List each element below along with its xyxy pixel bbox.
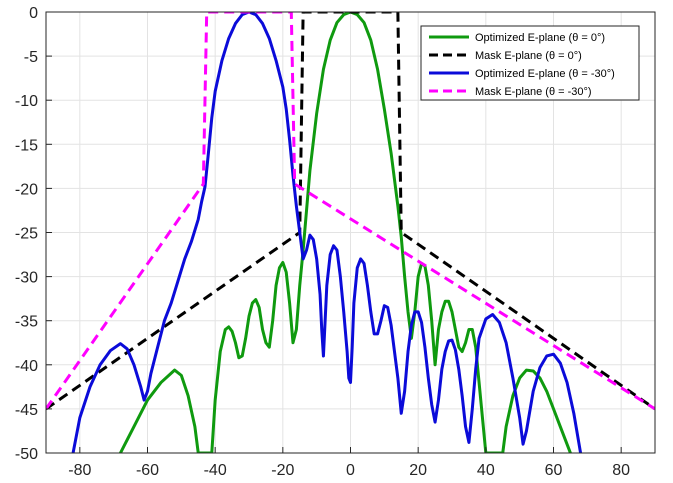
tick-marks bbox=[46, 11, 622, 454]
tick-labels: -80 -60 -40 -20 0 20 40 60 80 0 -5 -10 -15 -20 -25 -30 -… bbox=[15, 5, 630, 479]
series-line-3 bbox=[71, 12, 583, 453]
y-tick-label: -40 bbox=[15, 358, 38, 375]
x-tick-label: 40 bbox=[477, 462, 495, 479]
legend-label-3: Optimized E-plane (θ = -30°) bbox=[475, 68, 615, 80]
y-tick-label: -20 bbox=[15, 181, 38, 198]
x-tick-label: -80 bbox=[68, 462, 91, 479]
x-tick-label: -40 bbox=[204, 462, 227, 479]
x-tick-label: 60 bbox=[545, 462, 563, 479]
legend-label-2: Mask E-plane (θ = 0°) bbox=[475, 50, 582, 62]
x-tick-label: 80 bbox=[612, 462, 630, 479]
x-tick-label: 0 bbox=[346, 462, 355, 479]
y-tick-label: -50 bbox=[15, 446, 38, 463]
legend: Optimized E-plane (θ = 0°) Mask E-plane (… bbox=[420, 25, 640, 101]
series-line-2 bbox=[46, 12, 655, 411]
legend-label-4: Mask E-plane (θ = -30°) bbox=[475, 86, 592, 98]
y-tick-label: 0 bbox=[29, 5, 38, 22]
x-tick-label: -60 bbox=[136, 462, 159, 479]
y-tick-label: -45 bbox=[15, 402, 38, 419]
y-tick-label: -25 bbox=[15, 226, 38, 243]
y-tick-label: -5 bbox=[24, 49, 38, 66]
series-layer bbox=[46, 12, 655, 453]
y-tick-label: -35 bbox=[15, 314, 38, 331]
y-tick-label: -30 bbox=[15, 270, 38, 287]
x-tick-label: -20 bbox=[271, 462, 294, 479]
y-tick-label: -10 bbox=[15, 93, 38, 110]
series-line-4 bbox=[46, 12, 655, 411]
x-tick-label: 20 bbox=[409, 462, 427, 479]
y-tick-label: -15 bbox=[15, 137, 38, 154]
legend-label-1: Optimized E-plane (θ = 0°) bbox=[475, 32, 605, 44]
